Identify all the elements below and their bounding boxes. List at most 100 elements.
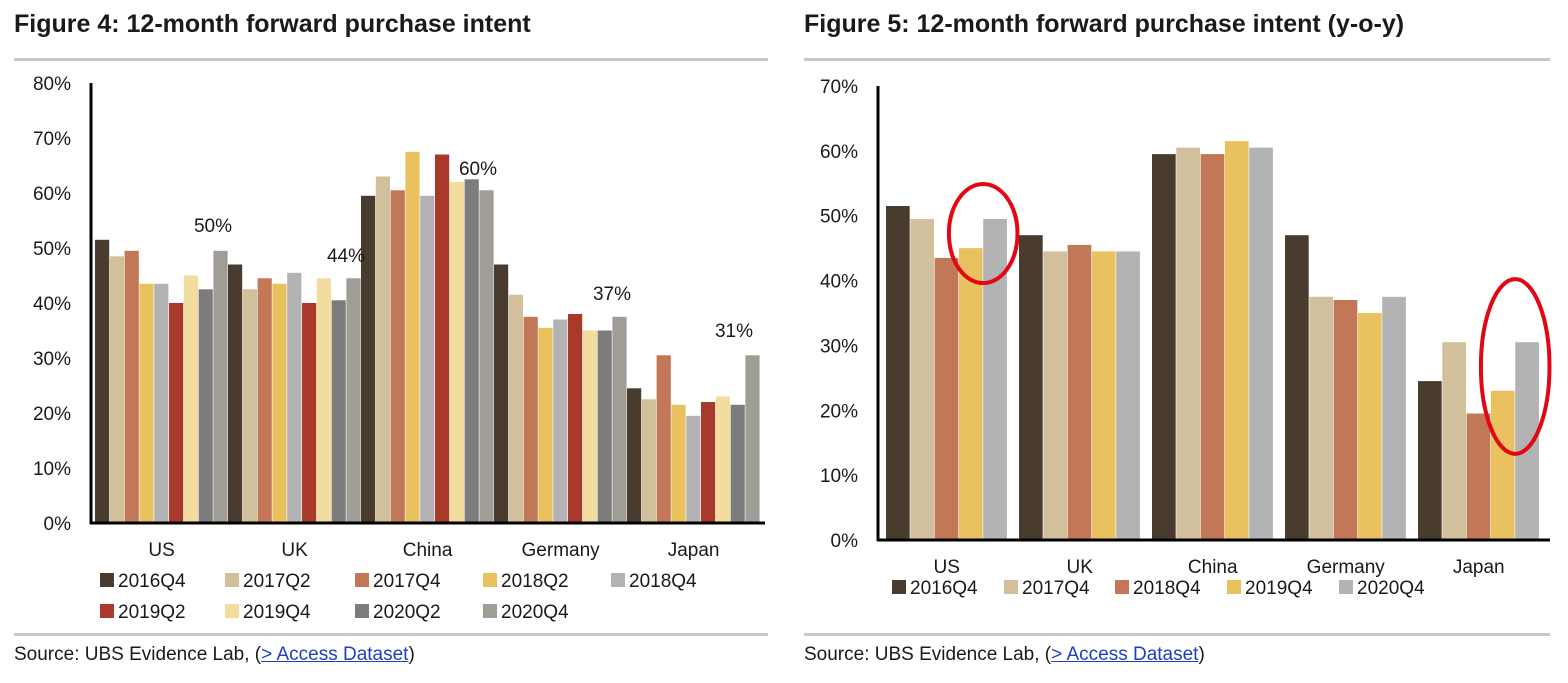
bar-china-2017q4 [1176, 147, 1200, 540]
y-tick-label-40-: 40% [33, 294, 71, 315]
legend-swatch-2018q2 [483, 573, 497, 587]
legend-label-2019q4: 2019Q4 [1245, 578, 1313, 599]
legend-label-2019q4: 2019Q4 [243, 602, 311, 623]
figure-5-chart: 0% 10% 20% 30% 40% 50% 60% 70% US UK China Germany J… [820, 77, 1552, 599]
legend-label-2016q4: 2016Q4 [118, 571, 186, 592]
bar-germany-2018q4 [1333, 300, 1358, 540]
bar-china-2017q2 [375, 176, 390, 523]
bar-japan-2018q4 [1466, 413, 1491, 540]
bar-germany-2020q4 [1382, 296, 1406, 540]
bar-us-2017q4 [124, 250, 139, 524]
bar-japan-2019q4 [1490, 390, 1515, 540]
source-prefix: Source: UBS Evidence Lab, ( [14, 644, 262, 665]
figure-5-title: Figure 5: 12-month forward purchase inte… [804, 10, 1405, 38]
legend-label-2017q2: 2017Q2 [243, 571, 311, 592]
x-category-label-germany: Germany [522, 540, 601, 561]
x-category-label-uk: UK [1067, 557, 1094, 578]
bar-japan-2017q2 [641, 399, 656, 524]
y-tick-label-30-: 30% [33, 349, 71, 370]
legend-swatch-2020q4 [483, 604, 497, 618]
bar-germany-2018q4 [553, 319, 568, 523]
highlight-ellipse-japan [1478, 277, 1552, 456]
bar-uk-2019q4 [1091, 251, 1116, 540]
access-dataset-link[interactable]: > Access Dataset [261, 644, 409, 665]
bar-china-2020q4 [1249, 147, 1273, 540]
figure-4-panel: Figure 4: 12-month forward purchase inte… [0, 0, 780, 683]
x-category-label-uk: UK [281, 540, 308, 561]
bar-us-2020q4 [983, 219, 1007, 540]
bar-germany-2016q4 [1285, 235, 1309, 540]
bar-china-2020q2 [464, 179, 479, 524]
legend-label-2018q4: 2018Q4 [1133, 578, 1201, 599]
figure-5-top-rule [804, 58, 1550, 61]
bar-japan-2016q4 [627, 388, 642, 524]
bar-germany-2018q2 [538, 327, 553, 524]
y-tick-label-50-: 50% [33, 239, 71, 260]
bar-germany-2017q2 [508, 294, 523, 524]
legend-swatch-2019q4 [225, 604, 239, 618]
y-tick-label-70-: 70% [820, 77, 858, 98]
legend-label-2016q4: 2016Q4 [910, 578, 978, 599]
y-tick-label-30-: 30% [820, 336, 858, 357]
bar-japan-2019q4 [715, 396, 730, 523]
bar-germany-2019q4 [582, 330, 597, 523]
bar-japan-2019q2 [701, 402, 716, 523]
bar-uk-2020q4 [346, 278, 361, 524]
bar-us-2019q4 [183, 275, 198, 523]
bar-us-2017q2 [109, 256, 124, 524]
bar-us-2016q4 [886, 206, 910, 540]
legend-swatch-2017q4 [1004, 580, 1018, 594]
figure-5-panel: Figure 5: 12-month forward purchase inte… [790, 0, 1568, 683]
bar-china-2019q4 [1224, 141, 1249, 540]
bar-japan-2020q2 [730, 404, 745, 524]
bar-uk-2017q4 [257, 278, 272, 524]
bar-uk-2017q2 [242, 289, 257, 524]
bar-germany-2019q4 [1357, 313, 1382, 540]
bar-us-2019q4 [958, 248, 983, 540]
bar-uk-2019q4 [316, 278, 331, 524]
y-tick-label-10-: 10% [820, 466, 858, 487]
bar-uk-2020q4 [1116, 251, 1140, 540]
figure-5-source: Source: UBS Evidence Lab, (> Access Data… [804, 644, 1205, 666]
data-label-china: 60% [459, 159, 497, 180]
access-dataset-link[interactable]: > Access Dataset [1051, 644, 1199, 665]
bar-us-2020q2 [198, 289, 213, 524]
bar-germany-2017q4 [1309, 296, 1333, 540]
bar-japan-2016q4 [1418, 381, 1442, 540]
bar-us-2016q4 [95, 239, 110, 524]
bar-japan-2020q4 [745, 355, 760, 524]
bar-uk-2018q2 [272, 283, 287, 524]
y-tick-label-20-: 20% [33, 404, 71, 425]
bar-uk-2016q4 [228, 264, 243, 523]
legend-label-2017q4: 2017Q4 [1022, 578, 1090, 599]
y-tick-label-40-: 40% [820, 272, 858, 293]
bar-us-2019q2 [169, 303, 184, 523]
x-category-label-us: US [934, 557, 960, 578]
legend-swatch-2017q4 [355, 573, 369, 587]
figure-4-source: Source: UBS Evidence Lab, (> Access Data… [14, 644, 415, 666]
data-label-japan: 31% [715, 321, 753, 342]
legend-label-2018q4: 2018Q4 [629, 571, 697, 592]
legend-swatch-2018q4 [1115, 580, 1129, 594]
bar-germany-2019q2 [568, 314, 583, 523]
legend-swatch-2020q4 [1339, 580, 1353, 594]
bar-japan-2020q4 [1515, 342, 1539, 540]
bar-china-2016q4 [361, 195, 376, 524]
legend-swatch-2019q4 [1227, 580, 1241, 594]
bar-uk-2016q4 [1019, 235, 1043, 540]
y-tick-label-10-: 10% [33, 459, 71, 480]
source-suffix: ) [1198, 644, 1205, 665]
bar-china-2020q4 [479, 190, 494, 524]
figure-4-title: Figure 4: 12-month forward purchase inte… [14, 10, 531, 38]
y-tick-label-60-: 60% [33, 184, 71, 205]
legend-label-2020q4: 2020Q4 [1357, 578, 1425, 599]
legend-swatch-2016q4 [892, 580, 906, 594]
bar-china-2019q2 [435, 154, 450, 523]
legend-label-2018q2: 2018Q2 [501, 571, 569, 592]
figure-4-chart: 0% 10% 20% 30% 40% 50% 60% 70% 80% US UK China Germa… [33, 74, 765, 623]
legend-swatch-2019q2 [100, 604, 114, 618]
legend-label-2019q2: 2019Q2 [118, 602, 186, 623]
bar-germany-2020q4 [612, 316, 627, 524]
source-prefix: Source: UBS Evidence Lab, ( [804, 644, 1052, 665]
x-category-label-japan: Japan [668, 540, 720, 561]
